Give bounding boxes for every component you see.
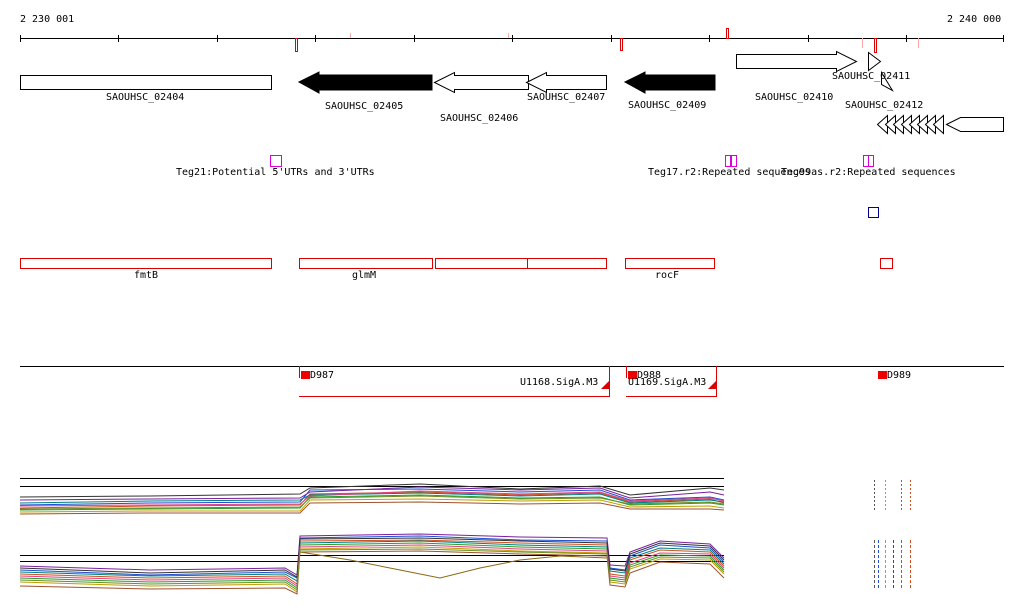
gene-SAOUHSC_02406[interactable]	[433, 71, 529, 94]
gene-SAOUHSC_02412[interactable]	[876, 114, 1004, 135]
feature-label-Teg99as: Teg99as.r2:Repeated sequences	[781, 167, 956, 178]
feature-Teg99as-box[interactable]	[863, 155, 869, 167]
promoter-label-D988: D988	[637, 370, 662, 381]
feature-track	[270, 155, 874, 167]
operon-fmtB[interactable]	[20, 258, 272, 269]
expression-track-2	[19, 533, 725, 595]
gene-label-02412: SAOUHSC_02412	[845, 100, 924, 111]
ruler-start-label: 2 230 001	[20, 14, 75, 25]
gene-label-02407: SAOUHSC_02407	[527, 92, 606, 103]
expression-track-1	[19, 478, 725, 515]
promoter-label-D987: D987	[310, 370, 335, 381]
operon-label-fmtB: fmtB	[134, 270, 159, 281]
transcript-U1169-arrow[interactable]	[708, 381, 716, 389]
gene-SAOUHSC_02410[interactable]	[736, 50, 858, 73]
transcript-label-U1169: U1169.SigA.M3	[628, 377, 707, 388]
gene-SAOUHSC_02407[interactable]	[525, 71, 607, 94]
transcript-label-U1168: U1168.SigA.M3	[520, 377, 599, 388]
operon-rocF[interactable]	[625, 258, 715, 269]
feature-Teg17-box[interactable]	[725, 155, 731, 167]
transcript-U1168-arrow[interactable]	[601, 381, 609, 389]
gene-label-02405: SAOUHSC_02405	[325, 101, 404, 112]
gene-SAOUHSC_02404[interactable]	[20, 75, 272, 90]
ruler	[20, 35, 1004, 42]
promoter-label-D989: D989	[887, 370, 912, 381]
feature-Teg21-box[interactable]	[270, 155, 282, 167]
gene-label-02409: SAOUHSC_02409	[628, 100, 707, 111]
gene-SAOUHSC_02405[interactable]	[297, 71, 433, 94]
promoter-track	[20, 366, 1004, 397]
operon-label-glmM: glmM	[352, 270, 377, 281]
feature-label-Teg17: Teg17.r2:Repeated sequences	[648, 167, 811, 178]
gene-label-02404: SAOUHSC_02404	[106, 92, 185, 103]
promoter-D988-mark[interactable]	[628, 371, 637, 379]
blue-marker[interactable]	[868, 207, 879, 218]
ruler-end-label: 2 240 000	[947, 14, 1002, 25]
promoter-D989-mark[interactable]	[878, 371, 887, 379]
operon-glmM[interactable]	[299, 258, 433, 269]
ruler-peak-marks	[295, 28, 919, 53]
gene-SAOUHSC_02409[interactable]	[623, 71, 716, 94]
gene-SAOUHSC_02411[interactable]	[868, 51, 882, 72]
operon-label-rocF: rocF	[655, 270, 680, 281]
operon-track	[20, 258, 893, 269]
feature-label-Teg21: Teg21:Potential 5'UTRs and 3'UTRs	[176, 167, 375, 178]
sparse-expression-columns	[874, 480, 911, 590]
gene-label-02406: SAOUHSC_02406	[440, 113, 519, 124]
gene-label-02410: SAOUHSC_02410	[755, 92, 834, 103]
gene-track	[20, 50, 1004, 135]
gene-label-02411: SAOUHSC_02411	[832, 71, 911, 82]
promoter-D987-mark[interactable]	[301, 371, 310, 379]
